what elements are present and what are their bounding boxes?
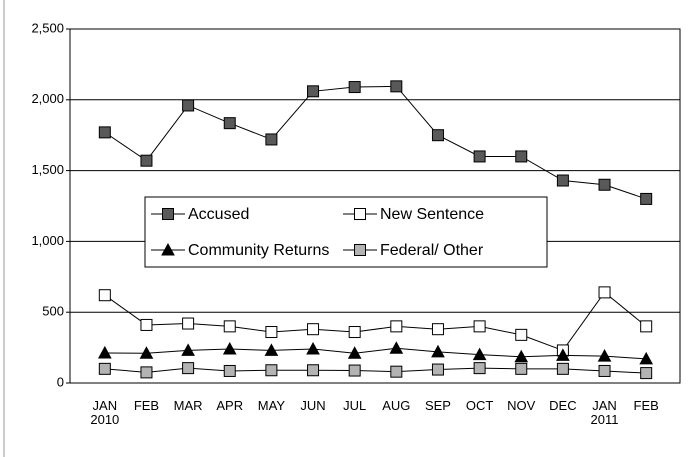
point	[223, 117, 236, 130]
legend-label: Federal/ Other	[380, 242, 484, 259]
point	[265, 364, 278, 377]
x-tick-label: MAY	[258, 398, 286, 413]
point	[597, 349, 612, 362]
x-tick-label: JAN 2010	[90, 398, 119, 427]
point	[390, 365, 403, 378]
point	[348, 364, 361, 377]
point	[639, 351, 654, 365]
point	[264, 343, 279, 356]
series-line	[104, 85, 647, 200]
point	[97, 345, 112, 359]
series-line	[104, 347, 647, 360]
y-tick-label: 2,000	[31, 91, 64, 106]
y-tick-label: 0	[57, 374, 64, 389]
x-tick-label: JAN 2011	[591, 398, 619, 427]
point	[307, 364, 320, 377]
legend-label: Community Returns	[188, 242, 329, 259]
point	[640, 367, 653, 380]
legend-label: Accused	[188, 206, 249, 223]
y-tick-label: 500	[42, 304, 64, 319]
point	[431, 363, 444, 376]
x-tick-label: APR	[216, 398, 243, 413]
point	[265, 133, 278, 146]
point	[598, 364, 611, 377]
legend-marker	[354, 208, 366, 220]
point	[390, 320, 403, 333]
point	[431, 129, 444, 142]
legend-marker	[162, 208, 174, 220]
point	[472, 347, 487, 361]
point	[181, 343, 195, 356]
x-tick-label: NOV	[507, 398, 536, 413]
point	[431, 344, 445, 358]
x-tick-label: OCT	[466, 398, 494, 413]
point	[98, 362, 111, 375]
point	[556, 174, 569, 187]
x-tick-label: MAR	[174, 398, 203, 413]
point	[640, 320, 653, 333]
point	[182, 317, 195, 330]
y-tick-label: 2,500	[31, 20, 64, 35]
point	[598, 178, 611, 191]
point	[98, 289, 111, 302]
point	[473, 150, 486, 163]
legend-label: New Sentence	[380, 206, 484, 223]
point	[306, 341, 320, 355]
x-tick-label: AUG	[382, 398, 410, 413]
legend: Accused New Sentence Community Returns Fede…	[144, 196, 548, 268]
point	[431, 323, 444, 336]
point	[556, 348, 570, 361]
point	[140, 366, 153, 379]
x-tick-label: JUL	[343, 398, 366, 413]
point	[348, 326, 361, 339]
series-line	[104, 291, 647, 352]
point	[182, 99, 195, 112]
point	[347, 346, 362, 359]
point	[514, 349, 529, 363]
point	[515, 362, 528, 375]
x-tick-label: FEB	[634, 398, 659, 413]
x-tick-label: JUN	[300, 398, 325, 413]
x-tick-label: DEC	[549, 398, 576, 413]
point	[140, 154, 153, 167]
point	[598, 286, 611, 299]
point	[390, 80, 403, 93]
point	[515, 150, 528, 163]
point	[473, 362, 486, 375]
point	[98, 126, 111, 139]
point	[307, 323, 320, 336]
point	[222, 341, 237, 355]
point	[348, 81, 361, 94]
point	[265, 326, 278, 339]
point	[389, 341, 404, 354]
point	[640, 192, 653, 205]
point	[182, 362, 195, 375]
point	[223, 320, 236, 333]
point	[140, 318, 153, 331]
series-line	[104, 367, 647, 374]
legend-marker	[161, 242, 175, 256]
point	[307, 85, 320, 98]
point	[556, 362, 569, 375]
y-tick-label: 1,500	[31, 162, 64, 177]
x-tick-label: FEB	[134, 398, 159, 413]
legend-marker	[354, 244, 366, 256]
point	[473, 320, 486, 333]
x-tick-label: SEP	[425, 398, 451, 413]
point	[139, 346, 154, 359]
legend-box	[144, 196, 548, 268]
point	[223, 364, 236, 377]
point	[515, 328, 528, 341]
y-tick-label: 1,000	[31, 233, 64, 248]
